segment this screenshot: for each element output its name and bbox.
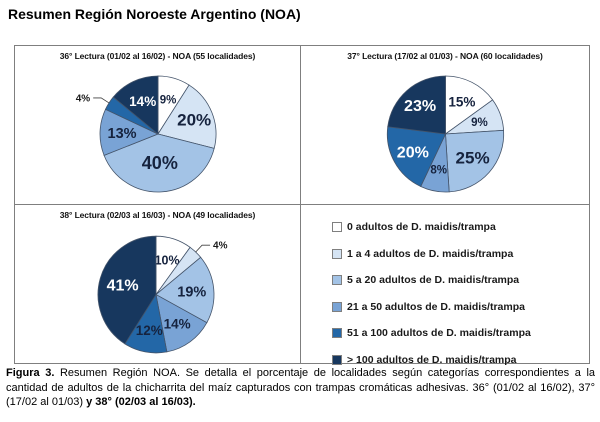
chart-title-38: 38° Lectura (02/03 al 16/03) - NOA (49 l…	[59, 210, 256, 220]
legend-item: 5 a 20 adultos de D. maidis/trampa	[332, 267, 589, 294]
chart-panel-38: 10% 4% 19% 14% 12% 41% 38° Lectura (02/03 al …	[15, 205, 301, 363]
pie-slice	[103, 133, 215, 193]
legend-swatch	[332, 222, 342, 233]
legend-swatch	[332, 301, 342, 312]
pie-label: 13%	[108, 126, 137, 142]
pie-slice	[445, 129, 505, 193]
pie-label: 40%	[142, 153, 178, 173]
pie-slice	[387, 75, 446, 135]
legend-label: 51 a 100 adultos de D. maidis/trampa	[347, 327, 531, 340]
pie-label: 20%	[177, 111, 211, 130]
pie-label: 12%	[136, 323, 163, 338]
caption-bold-suffix: y 38° (02/03 al 16/03).	[86, 396, 196, 409]
pie-label: 25%	[456, 149, 490, 168]
pie-slice	[112, 75, 159, 135]
pie-label: 4%	[213, 241, 228, 252]
chart-title-36: 36° Lectura (01/02 al 16/02) - NOA (55 l…	[59, 51, 256, 61]
pie-slice	[445, 75, 494, 135]
pie-slice	[155, 293, 208, 353]
charts-grid: 9% 20% 40% 13% 4% 14% 36° Lectura (01/02 al 1…	[14, 45, 590, 366]
label-leader-line	[93, 97, 110, 104]
legend-label: > 100 adultos de D. maidis/trampa	[347, 353, 517, 366]
legend-item: 21 a 50 adultos de D. maidis/trampa	[332, 294, 589, 321]
caption-figure-label: Figura 3.	[6, 367, 55, 379]
pie-label: 8%	[430, 164, 447, 176]
legend-swatch	[332, 275, 342, 286]
legend-item: > 100 adultos de D. maidis/trampa	[332, 347, 589, 374]
legend-label: 21 a 50 adultos de D. maidis/trampa	[347, 300, 525, 313]
pie-slice	[386, 126, 447, 188]
label-leader-line	[195, 244, 211, 253]
legend-swatch	[332, 328, 342, 339]
pie-slice	[157, 84, 217, 149]
pie-label: 9%	[160, 94, 177, 106]
legend-item: 0 adultos de D. maidis/trampa	[332, 214, 589, 241]
legend-panel: 0 adultos de D. maidis/trampa 1 a 4 adult…	[301, 205, 589, 366]
pie-label: 9%	[471, 117, 488, 129]
legend-swatch	[332, 354, 342, 365]
pie-label: 15%	[448, 95, 475, 110]
pie-label: 14%	[164, 317, 191, 332]
figure-caption: Figura 3. Resumen Región NOA. Se detalla…	[6, 366, 595, 410]
pie-label: 19%	[177, 284, 206, 300]
pie-label: 20%	[397, 144, 429, 162]
pie-label: 10%	[155, 254, 180, 268]
pie-chart-37: 15% 9% 25% 8%20% 23%	[386, 75, 505, 193]
chart-title-37: 37° Lectura (17/02 al 01/03) - NOA (60 l…	[347, 51, 543, 61]
chart-panel-37: 15% 9% 25% 8% 20% 23% 37° Lectura (17/02 al 0…	[301, 46, 589, 205]
page-title: Resumen Región Noroeste Argentino (NOA)	[8, 6, 301, 22]
pie-slice	[97, 235, 157, 345]
legend-label: 1 a 4 adultos de D. maidis/trampa	[347, 247, 514, 260]
caption-body-text: Resumen Región NOA. Se detalla el porcen…	[6, 367, 596, 409]
pie-label: 41%	[107, 276, 139, 294]
pie-chart-36: 9%20% 40% 13% 4% 14%	[76, 75, 217, 193]
legend-label: 0 adultos de D. maidis/trampa	[347, 221, 496, 234]
pie-label: 4%	[76, 93, 91, 104]
legend-label: 5 a 20 adultos de D. maidis/trampa	[347, 274, 520, 287]
pie-label: 14%	[129, 94, 156, 109]
pie-label: 23%	[404, 97, 436, 115]
pie-chart-38: 10% 4% 19% 14%12% 41%	[97, 235, 228, 354]
legend-item: 1 a 4 adultos de D. maidis/trampa	[332, 241, 589, 268]
chart-panel-36: 9% 20% 40% 13% 4% 14% 36° Lectura (01/02 al 1…	[15, 46, 301, 205]
legend-item: 51 a 100 adultos de D. maidis/trampa	[332, 320, 589, 347]
pie-slice	[155, 256, 215, 324]
legend-swatch	[332, 248, 342, 259]
